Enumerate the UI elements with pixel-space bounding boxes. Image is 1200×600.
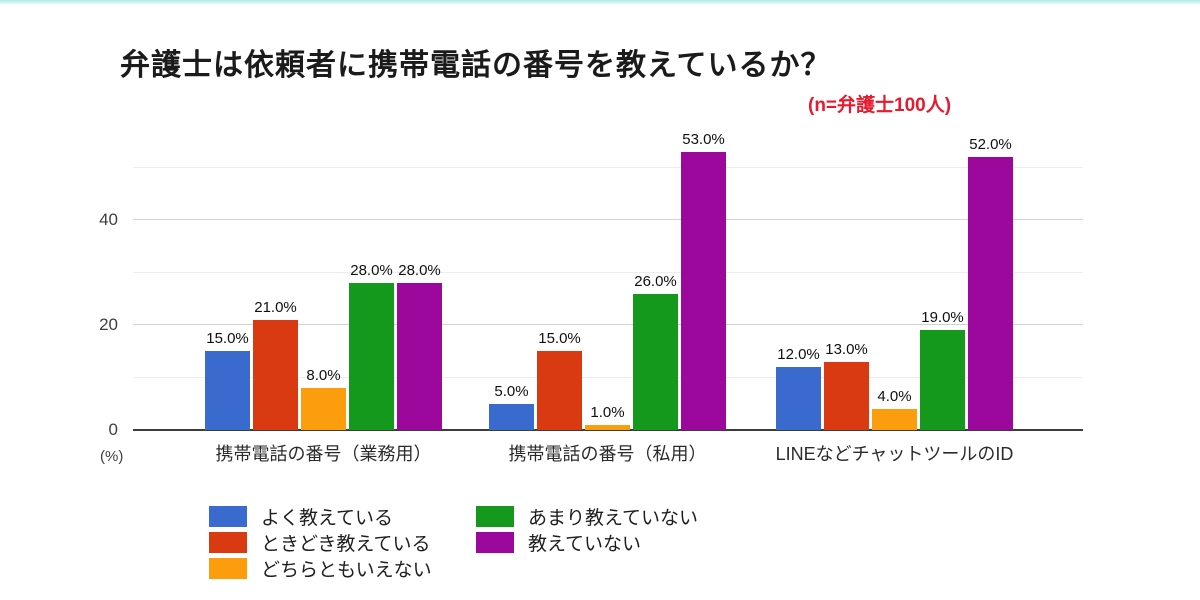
- bar-2-series-0: [776, 367, 821, 430]
- chart-title: 弁護士は依頼者に携帯電話の番号を教えているか？: [120, 49, 832, 82]
- gridline-minor-10: [133, 376, 1083, 378]
- bar-2-series-3: [920, 330, 965, 430]
- legend-swatch-4: [476, 532, 514, 553]
- y-axis-unit-label: (%): [100, 448, 124, 465]
- bar-0-series-0: [205, 351, 250, 430]
- bar-value-label: 4.0%: [877, 388, 912, 405]
- bar-0-series-1: [253, 319, 298, 430]
- legend-label-1: ときどき教えている: [261, 534, 431, 555]
- bar-0-series-4: [397, 283, 442, 430]
- top-edge-decoration: [0, 0, 1200, 5]
- y-tick-label-20: 20: [99, 315, 118, 334]
- legend-swatch-1: [209, 532, 247, 553]
- bar-value-label: 21.0%: [254, 298, 297, 316]
- bar-value-label: 52.0%: [969, 136, 1012, 153]
- gridline-minor-50: [133, 166, 1083, 168]
- legend-label-4: 教えていない: [528, 534, 642, 555]
- bar-value-label: 15.0%: [538, 330, 581, 348]
- bar-2-series-2: [872, 409, 917, 430]
- bar-2-series-4: [968, 157, 1013, 430]
- x-axis-line: [133, 429, 1083, 431]
- bar-value-label: 28.0%: [350, 262, 393, 279]
- legend-swatch-3: [476, 506, 514, 527]
- legend-item-3: あまり教えていない: [476, 503, 698, 530]
- bar-value-label: 15.0%: [206, 330, 249, 348]
- gridline-major-20: [133, 324, 1083, 325]
- bar-value-label: 5.0%: [494, 382, 529, 400]
- bar-value-label: 12.0%: [777, 346, 820, 363]
- bar-value-label: 26.0%: [634, 272, 677, 290]
- legend-label-0: よく教えている: [261, 508, 394, 529]
- bar-value-label: 19.0%: [921, 309, 964, 327]
- bar-value-label: 28.0%: [398, 262, 441, 279]
- bar-value-label: 53.0%: [682, 130, 725, 148]
- bar-value-label: 13.0%: [825, 340, 868, 358]
- legend-label-3: あまり教えていない: [528, 508, 699, 529]
- legend-item-1: ときどき教えている: [209, 529, 430, 556]
- legend-swatch-0: [209, 506, 247, 527]
- bar-2-series-1: [824, 361, 869, 430]
- bar-value-label: 8.0%: [306, 367, 341, 384]
- legend-item-2: どちらともいえない: [209, 555, 432, 582]
- bar-0-series-3: [349, 283, 394, 430]
- legend-item-0: よく教えている: [209, 503, 393, 530]
- category-label-1: 携帯電話の番号（私用）: [508, 444, 707, 464]
- bar-1-series-4: [681, 151, 726, 430]
- bar-value-label: 1.0%: [590, 403, 625, 421]
- gridline-minor-30: [133, 271, 1083, 273]
- legend-swatch-2: [209, 558, 247, 579]
- y-tick-label-0: 0: [108, 420, 118, 439]
- plot-area: 15.0% 21.0% 8.0% 28.0% 28.0% 5.0% 15.0% 1.0% 26.…: [133, 131, 1083, 431]
- category-label-2: LINEなどチャットツールのID: [775, 444, 1014, 464]
- bar-0-series-2: [301, 388, 346, 430]
- bar-1-series-1: [537, 351, 582, 430]
- legend-label-2: どちらともいえない: [261, 560, 432, 581]
- y-tick-label-40: 40: [99, 210, 118, 229]
- sample-size-note: (n=弁護士100人): [808, 95, 952, 116]
- bar-1-series-0: [489, 403, 534, 430]
- legend-item-4: 教えていない: [476, 529, 641, 556]
- bar-1-series-2: [585, 424, 630, 430]
- gridline-major-40: [133, 219, 1083, 220]
- bar-1-series-3: [633, 293, 678, 430]
- category-label-0: 携帯電話の番号（業務用）: [215, 444, 432, 464]
